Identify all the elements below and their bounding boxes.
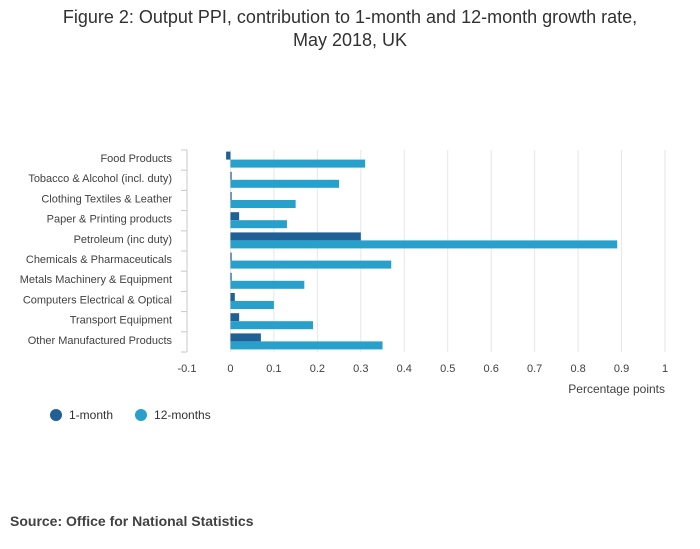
bar-12-months — [230, 341, 383, 350]
bar-12-months — [230, 301, 274, 309]
x-tick-label: 0.7 — [527, 363, 542, 375]
category-label: Petroleum (inc duty) — [74, 234, 172, 246]
category-label: Chemicals & Pharmaceuticals — [26, 254, 173, 266]
chart-title: Figure 2: Output PPI, contribution to 1-… — [20, 6, 680, 52]
category-label: Tobacco & Alcohol (incl. duty) — [28, 173, 172, 185]
category-label: Food Products — [100, 153, 172, 165]
category-label: Paper & Printing products — [47, 214, 173, 226]
bar-1-month — [226, 151, 231, 160]
bar-1-month — [230, 272, 232, 281]
legend-swatch-12-months — [135, 409, 148, 421]
bar-12-months — [230, 200, 296, 208]
category-label: Other Manufactured Products — [28, 335, 173, 347]
x-axis-label: Percentage points — [568, 382, 665, 396]
source-note: Source: Office for National Statistics — [10, 513, 254, 529]
x-tick-label: 0.9 — [614, 363, 629, 375]
legend-label-12-months: 12-months — [154, 408, 211, 422]
chart-title-line-1: Figure 2: Output PPI, contribution to 1-… — [62, 7, 638, 27]
x-tick-label: -0.1 — [178, 363, 197, 375]
bar-1-month — [230, 192, 232, 200]
x-tick-label: 0.2 — [310, 363, 325, 375]
bar-12-months — [230, 321, 314, 330]
bar-1-month — [230, 171, 232, 180]
legend-swatch-1-month — [50, 409, 62, 421]
bar-1-month — [230, 232, 361, 241]
x-tick-label: 0.4 — [397, 363, 412, 375]
category-label: Clothing Textiles & Leather — [41, 193, 172, 205]
category-label: Metals Machinery & Equipment — [20, 274, 172, 286]
bar-12-months — [230, 260, 392, 269]
x-tick-label: 1 — [662, 363, 668, 375]
bar-1-month — [230, 252, 232, 261]
bar-12-months — [230, 159, 366, 168]
x-tick-label: 0.8 — [570, 363, 585, 375]
legend-label-1-month: 1-month — [69, 408, 114, 422]
bar-1-month — [230, 212, 240, 221]
chart-title-line-2: May 2018, UK — [292, 30, 408, 50]
bar-12-months — [230, 280, 305, 289]
x-tick-label: 0 — [227, 363, 233, 375]
category-label: Computers Electrical & Optical — [23, 294, 172, 306]
bar-1-month — [230, 313, 240, 322]
legend: 1-month 12-months — [50, 408, 233, 422]
x-tick-label: 0.1 — [266, 363, 281, 375]
x-tick-label: 0.5 — [440, 363, 455, 375]
bar-1-month — [230, 333, 261, 342]
category-label: Transport Equipment — [70, 315, 172, 327]
legend-item-12-months[interactable]: 12-months — [135, 408, 211, 422]
bar-1-month — [230, 293, 235, 301]
x-tick-label: 0.6 — [484, 363, 499, 375]
x-tick-label: 0.3 — [353, 363, 368, 375]
bar-12-months — [230, 240, 618, 249]
bar-12-months — [230, 220, 287, 229]
bar-12-months — [230, 179, 340, 188]
legend-item-1-month[interactable]: 1-month — [50, 408, 113, 422]
